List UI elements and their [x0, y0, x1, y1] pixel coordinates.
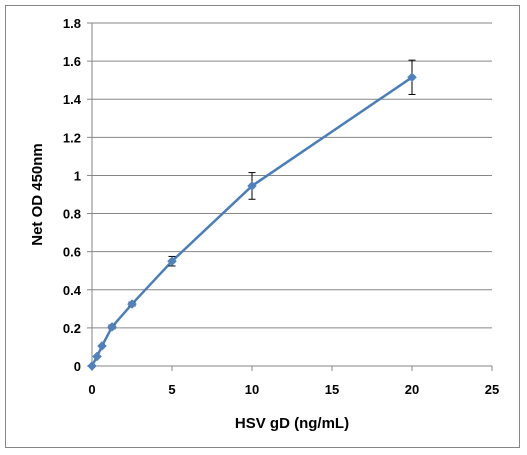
y-axis-title: Net OD 450nm	[29, 143, 46, 246]
chart-frame	[5, 5, 520, 448]
y-tick-label: 1	[74, 168, 81, 183]
data-point	[92, 351, 102, 362]
x-tick-label: 5	[168, 382, 175, 397]
x-tick-label: 20	[405, 382, 419, 397]
data-point	[407, 72, 417, 83]
y-tick-label: 1.6	[63, 54, 81, 69]
y-tick-label: 0.2	[63, 321, 81, 336]
series-line	[90, 76, 413, 367]
x-tick-labels: 0 5 10 15 20 25	[88, 382, 499, 397]
data-point	[97, 341, 107, 351]
x-axis-title: HSV gD (ng/mL)	[235, 415, 349, 432]
data-point	[87, 361, 97, 371]
y-tick-label: 0.8	[63, 207, 81, 222]
series-line-layer	[90, 76, 413, 367]
y-tick-label: 0.4	[63, 283, 82, 298]
error-bars	[93, 59, 416, 358]
y-tick-label: 0	[74, 359, 81, 374]
x-tick-label: 10	[245, 382, 259, 397]
y-tick-label: 1.2	[63, 130, 81, 145]
x-tick-label: 0	[88, 382, 95, 397]
data-point	[107, 322, 117, 332]
y-tick-label: 1.8	[63, 16, 81, 31]
y-tick-labels: 0 0.2 0.4 0.6 0.8 1 1.2 1.4 1.6 1.8	[63, 16, 82, 374]
data-point	[127, 299, 137, 309]
axes	[87, 22, 493, 371]
x-tick-label: 25	[485, 382, 499, 397]
x-tick-label: 15	[325, 382, 339, 397]
y-tick-label: 0.6	[63, 245, 81, 260]
data-markers	[87, 72, 417, 371]
data-point	[247, 181, 257, 191]
data-point	[167, 256, 177, 267]
y-tick-label: 1.4	[63, 92, 82, 107]
grid-lines	[92, 22, 492, 329]
